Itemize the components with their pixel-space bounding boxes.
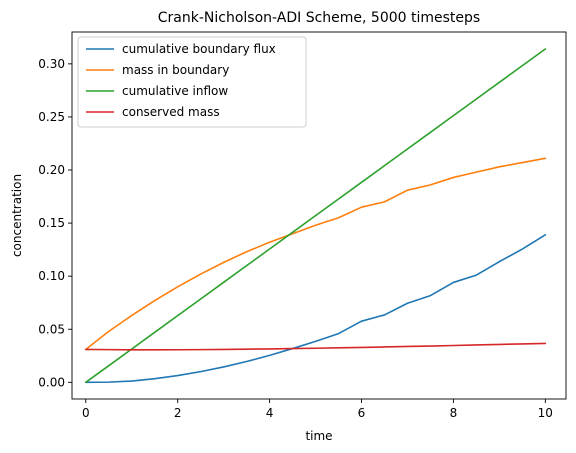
x-tick-label: 0 [82, 406, 90, 420]
legend-label-1: mass in boundary [122, 63, 229, 77]
y-axis-label: concentration [10, 174, 24, 257]
x-tick-label: 2 [174, 406, 182, 420]
legend-box [77, 36, 307, 128]
legend-label-2: cumulative inflow [122, 84, 228, 98]
y-tick-label: 0.25 [38, 110, 65, 124]
x-tick-label: 4 [266, 406, 274, 420]
series-line-1 [84, 157, 547, 351]
y-tick-label: 0.00 [38, 375, 65, 389]
x-tick-label: 6 [358, 406, 366, 420]
legend-label-3: conserved mass [122, 105, 220, 119]
y-tick-label: 0.30 [38, 57, 65, 71]
legend-label-0: cumulative boundary flux [122, 42, 276, 56]
series-layer [84, 48, 547, 384]
y-tick-label: 0.10 [38, 269, 65, 283]
x-tick-label: 8 [450, 406, 458, 420]
y-tick-label: 0.15 [38, 216, 65, 230]
axes-layer: 0 2 4 6 8 10 0.00 0.05 0.10 0.15 0.20 0.25 0.30 [38, 31, 567, 420]
y-tick-label: 0.05 [38, 322, 65, 336]
y-tick-label: 0.20 [38, 163, 65, 177]
plot-frame [71, 31, 567, 400]
legend: cumulative boundary flux mass in boundary… [77, 36, 307, 128]
series-line-3 [84, 342, 547, 351]
series-line-2 [84, 48, 547, 384]
chart-title: Crank-Nicholson-ADI Scheme, 5000 timeste… [158, 10, 480, 26]
x-axis-label: time [305, 429, 332, 443]
x-tick-label: 10 [538, 406, 553, 420]
series-line-0 [84, 233, 547, 384]
